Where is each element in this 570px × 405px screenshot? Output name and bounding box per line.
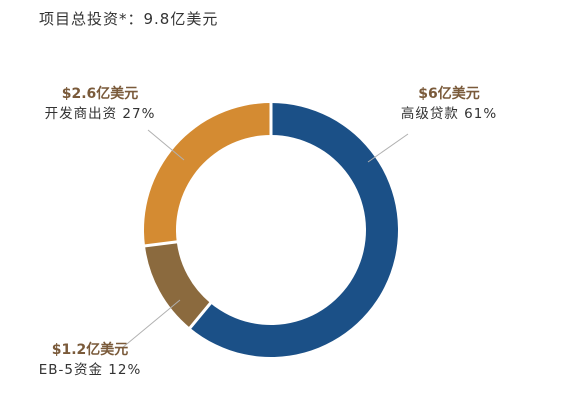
eb5-label: $1.2亿美元 EB-5资金 12% xyxy=(30,340,150,380)
developer-leader xyxy=(147,129,185,161)
eb5-amount: $1.2亿美元 xyxy=(51,342,129,358)
eb5-percent: 12% xyxy=(108,362,142,378)
senior-loan-name: 高级贷款 xyxy=(400,106,459,122)
slice-separator xyxy=(141,240,180,248)
senior-loan-percent: 61% xyxy=(464,106,498,122)
eb5-slice xyxy=(145,241,211,328)
eb5-leader xyxy=(121,299,181,349)
developer-amount: $2.6亿美元 xyxy=(61,86,139,102)
senior-loan-leader xyxy=(367,133,409,163)
eb5-name: EB-5资金 xyxy=(38,362,103,378)
senior-loan-amount: $6亿美元 xyxy=(418,86,480,102)
developer-label: $2.6亿美元 开发商出资 27% xyxy=(30,84,170,124)
developer-slice xyxy=(144,103,271,246)
developer-percent: 27% xyxy=(122,106,156,122)
senior-loan-label: $6亿美元 高级贷款 61% xyxy=(394,84,504,124)
chart-title: 项目总投资*：9.8亿美元 xyxy=(39,10,219,28)
slice-separator xyxy=(186,299,214,332)
senior-loan-slice xyxy=(190,103,398,357)
developer-name: 开发商出资 xyxy=(44,106,118,122)
